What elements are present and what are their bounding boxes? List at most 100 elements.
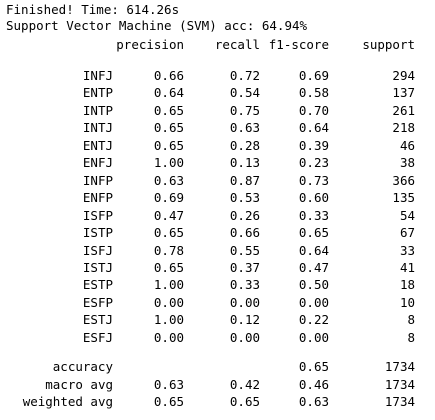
row-label: INTP <box>83 102 113 120</box>
class-row: ENTJ 0.65 0.28 0.39 46 <box>0 137 435 155</box>
recall-value: 0.33 <box>230 276 260 294</box>
row-label: ESTJ <box>83 311 113 329</box>
recall-value: 0.26 <box>230 207 260 225</box>
precision-value: 0.78 <box>154 242 184 260</box>
class-row: ENTP 0.64 0.54 0.58 137 <box>0 84 435 102</box>
class-row: INFJ 0.66 0.72 0.69 294 <box>0 67 435 85</box>
support-value: 8 <box>407 311 415 329</box>
precision-value: 0.65 <box>154 393 184 411</box>
row-label: ENFJ <box>83 154 113 172</box>
recall-value: 0.13 <box>230 154 260 172</box>
class-row: ESFP 0.00 0.00 0.00 10 <box>0 294 435 312</box>
f1-score-value: 0.60 <box>299 189 329 207</box>
f1-score-value: 0.64 <box>299 242 329 260</box>
summary-row: macro avg 0.63 0.42 0.46 1734 <box>0 376 435 394</box>
support-value: 261 <box>392 102 415 120</box>
row-label: INFP <box>83 172 113 190</box>
summary-row: weighted avg 0.65 0.65 0.63 1734 <box>0 393 435 411</box>
row-label: ENTJ <box>83 137 113 155</box>
support-value: 218 <box>392 119 415 137</box>
class-row: ESFJ 0.00 0.00 0.00 8 <box>0 329 435 347</box>
class-row: INFP 0.63 0.87 0.73 366 <box>0 172 435 190</box>
class-row: ESTP 1.00 0.33 0.50 18 <box>0 276 435 294</box>
class-row: ESTJ 1.00 0.12 0.22 8 <box>0 311 435 329</box>
row-label: ENTP <box>83 84 113 102</box>
recall-value: 0.55 <box>230 242 260 260</box>
recall-value: 0.37 <box>230 259 260 277</box>
precision-value: 0.47 <box>154 207 184 225</box>
precision-value: 0.65 <box>154 137 184 155</box>
support-value: 41 <box>400 259 415 277</box>
support-value: 33 <box>400 242 415 260</box>
precision-value: 0.65 <box>154 224 184 242</box>
class-row: ENFJ 1.00 0.13 0.23 38 <box>0 154 435 172</box>
header-precision: precision <box>116 36 184 54</box>
f1-score-value: 0.69 <box>299 67 329 85</box>
row-label: ISTJ <box>83 259 113 277</box>
support-value: 38 <box>400 154 415 172</box>
header-f1-score: f1-score <box>269 36 329 54</box>
f1-score-value: 0.22 <box>299 311 329 329</box>
support-value: 67 <box>400 224 415 242</box>
precision-value: 1.00 <box>154 154 184 172</box>
class-row: ISFJ 0.78 0.55 0.64 33 <box>0 242 435 260</box>
precision-value: 1.00 <box>154 276 184 294</box>
support-value: 1734 <box>385 393 415 411</box>
class-row: ISTP 0.65 0.66 0.65 67 <box>0 224 435 242</box>
row-label: ESTP <box>83 276 113 294</box>
support-value: 46 <box>400 137 415 155</box>
f1-score-value: 0.00 <box>299 329 329 347</box>
precision-value: 0.65 <box>154 119 184 137</box>
recall-value: 0.87 <box>230 172 260 190</box>
recall-value: 0.54 <box>230 84 260 102</box>
report-header-row: precision recall f1-score support <box>0 36 435 54</box>
class-row: INTP 0.65 0.75 0.70 261 <box>0 102 435 120</box>
support-value: 54 <box>400 207 415 225</box>
row-label: macro avg <box>45 376 113 394</box>
precision-value: 0.00 <box>154 329 184 347</box>
header-support: support <box>362 36 415 54</box>
f1-score-value: 0.47 <box>299 259 329 277</box>
class-row: ENFP 0.69 0.53 0.60 135 <box>0 189 435 207</box>
recall-value: 0.66 <box>230 224 260 242</box>
f1-score-value: 0.63 <box>299 393 329 411</box>
f1-score-value: 0.65 <box>299 358 329 376</box>
row-label: ENFP <box>83 189 113 207</box>
f1-score-value: 0.58 <box>299 84 329 102</box>
support-value: 137 <box>392 84 415 102</box>
row-label: ESFJ <box>83 329 113 347</box>
recall-value: 0.63 <box>230 119 260 137</box>
precision-value: 0.63 <box>154 172 184 190</box>
support-value: 10 <box>400 294 415 312</box>
svm-accuracy-line: Support Vector Machine (SVM) acc: 64.94% <box>6 18 307 34</box>
recall-value: 0.12 <box>230 311 260 329</box>
support-value: 294 <box>392 67 415 85</box>
row-label: accuracy <box>53 358 113 376</box>
precision-value: 0.65 <box>154 259 184 277</box>
recall-value: 0.53 <box>230 189 260 207</box>
class-row: INTJ 0.65 0.63 0.64 218 <box>0 119 435 137</box>
recall-value: 0.75 <box>230 102 260 120</box>
class-row: ISTJ 0.65 0.37 0.47 41 <box>0 259 435 277</box>
f1-score-value: 0.70 <box>299 102 329 120</box>
f1-score-value: 0.23 <box>299 154 329 172</box>
precision-value: 0.66 <box>154 67 184 85</box>
recall-value: 0.65 <box>230 393 260 411</box>
support-value: 135 <box>392 189 415 207</box>
row-label: ESFP <box>83 294 113 312</box>
row-label: ISFJ <box>83 242 113 260</box>
support-value: 8 <box>407 329 415 347</box>
recall-value: 0.28 <box>230 137 260 155</box>
f1-score-value: 0.33 <box>299 207 329 225</box>
f1-score-value: 0.46 <box>299 376 329 394</box>
row-label: INFJ <box>83 67 113 85</box>
support-value: 18 <box>400 276 415 294</box>
precision-value: 0.65 <box>154 102 184 120</box>
recall-value: 0.72 <box>230 67 260 85</box>
support-value: 366 <box>392 172 415 190</box>
precision-value: 0.64 <box>154 84 184 102</box>
class-row: ISFP 0.47 0.26 0.33 54 <box>0 207 435 225</box>
precision-value: 0.00 <box>154 294 184 312</box>
precision-value: 0.69 <box>154 189 184 207</box>
